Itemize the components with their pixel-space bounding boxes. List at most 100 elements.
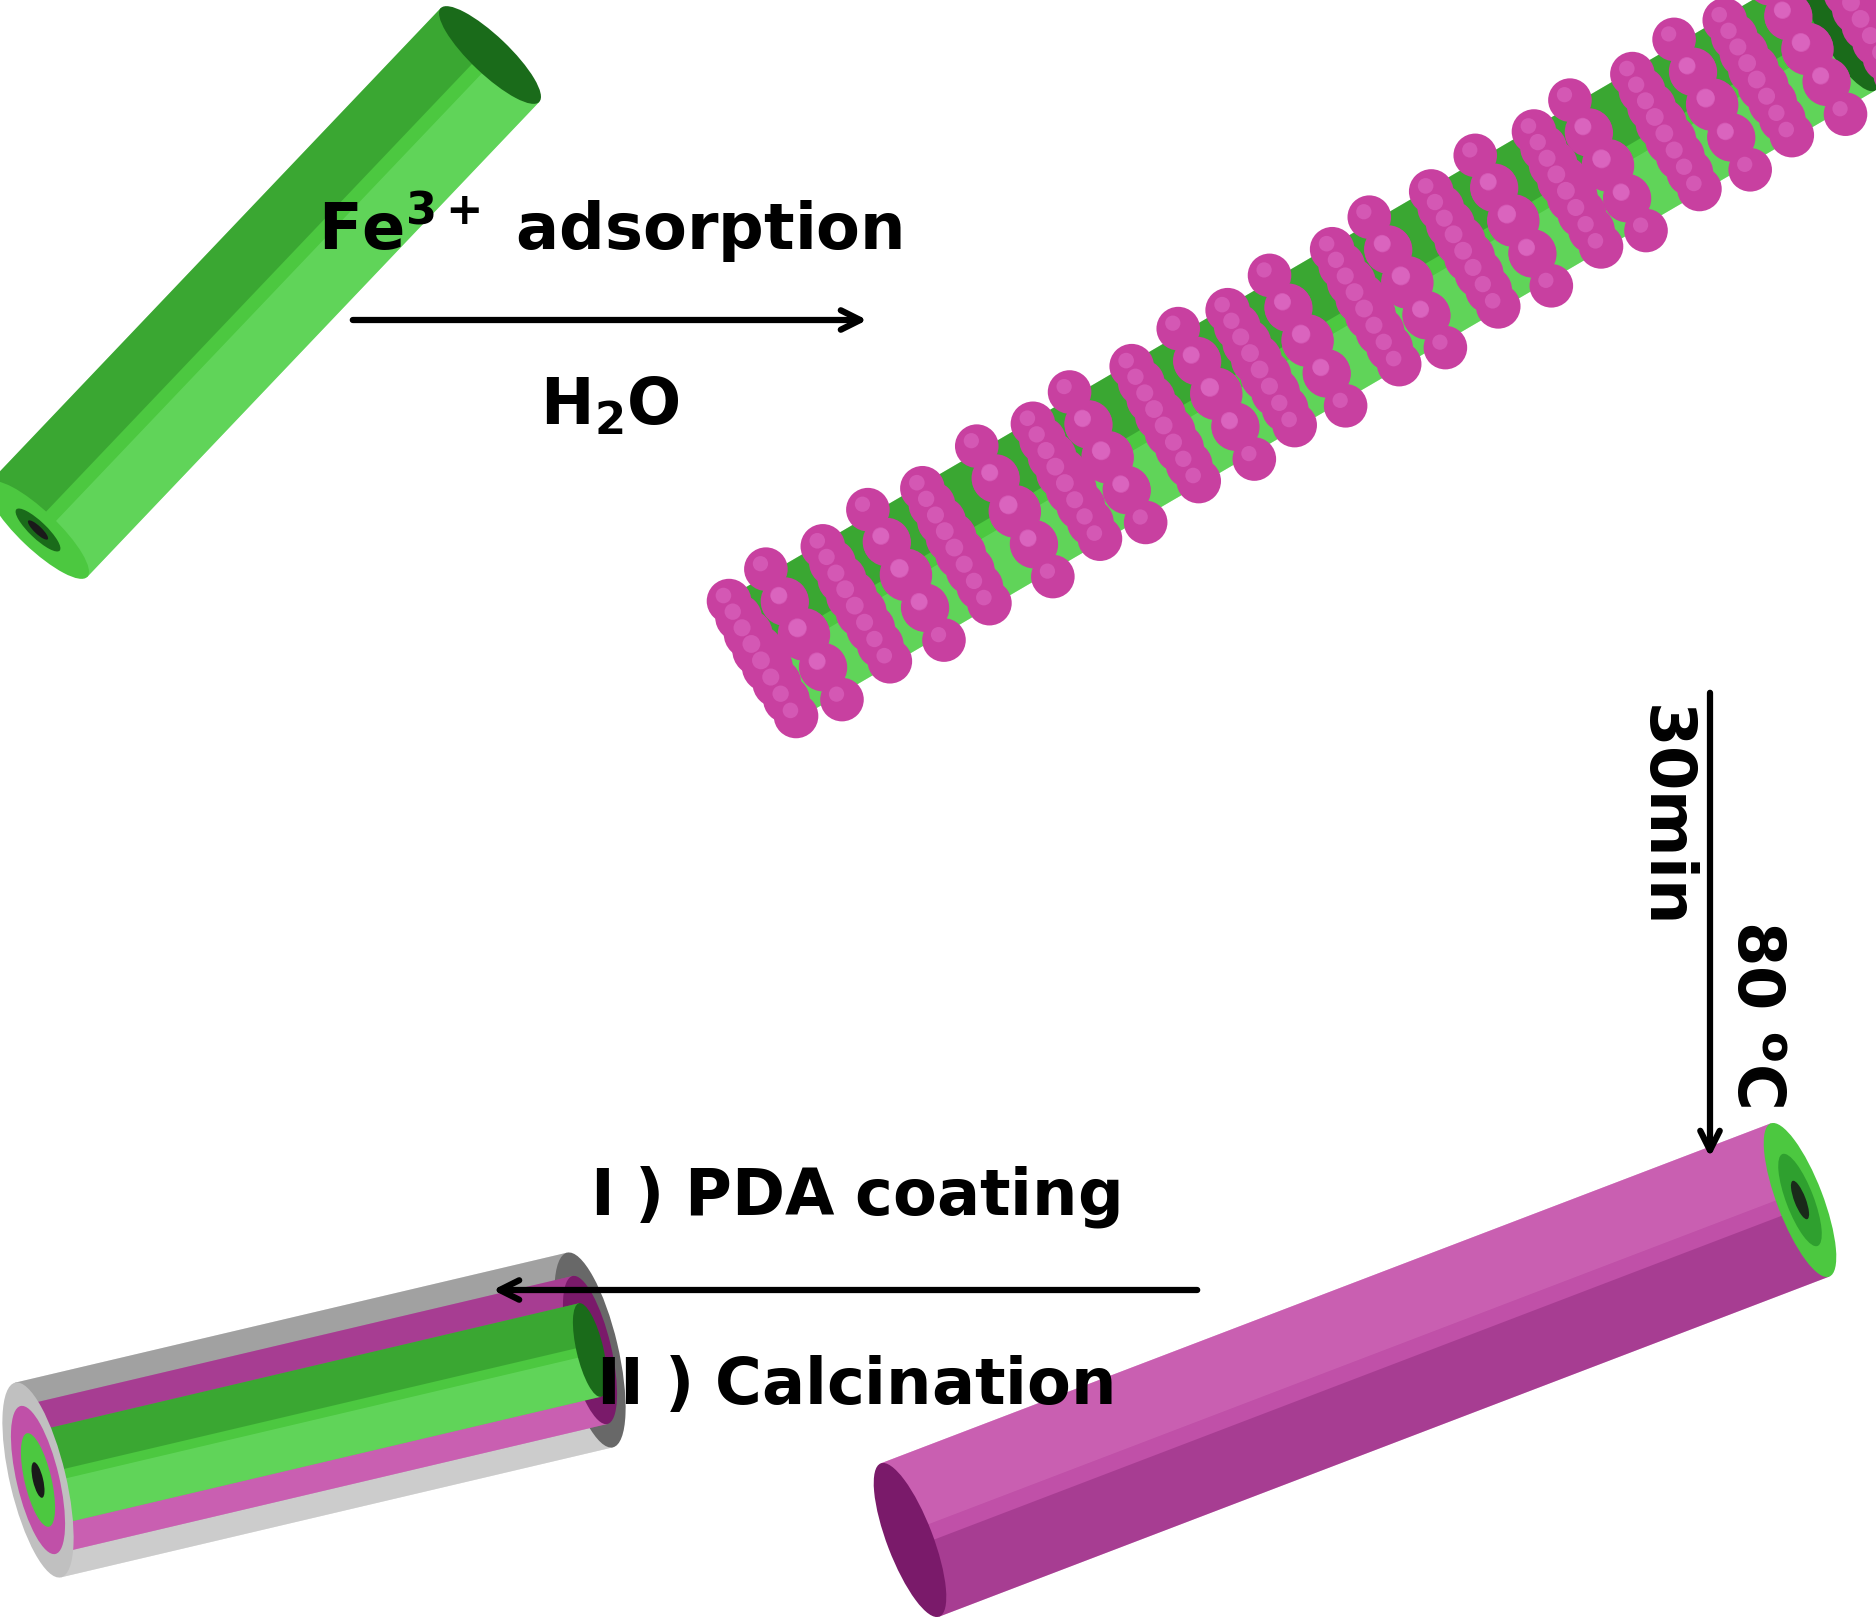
Ellipse shape xyxy=(1548,166,1565,183)
Ellipse shape xyxy=(724,604,741,620)
Ellipse shape xyxy=(1748,70,1765,88)
Polygon shape xyxy=(26,1303,589,1475)
Ellipse shape xyxy=(773,685,788,701)
Ellipse shape xyxy=(1823,93,1867,136)
Ellipse shape xyxy=(779,609,829,661)
Ellipse shape xyxy=(1497,206,1516,224)
Ellipse shape xyxy=(1056,474,1073,492)
Ellipse shape xyxy=(28,521,49,540)
Ellipse shape xyxy=(1728,148,1773,192)
Ellipse shape xyxy=(1156,424,1204,472)
Ellipse shape xyxy=(1529,140,1578,188)
Ellipse shape xyxy=(936,523,953,540)
Ellipse shape xyxy=(1201,378,1219,398)
Ellipse shape xyxy=(1336,273,1386,325)
Ellipse shape xyxy=(863,519,912,566)
Ellipse shape xyxy=(1302,349,1351,398)
Ellipse shape xyxy=(1067,498,1114,545)
Ellipse shape xyxy=(1206,287,1249,333)
Ellipse shape xyxy=(1613,185,1630,201)
Ellipse shape xyxy=(1364,226,1413,273)
Ellipse shape xyxy=(1221,412,1238,430)
Ellipse shape xyxy=(788,618,807,636)
Ellipse shape xyxy=(1769,114,1814,157)
Ellipse shape xyxy=(1578,216,1595,232)
Ellipse shape xyxy=(764,677,810,722)
Ellipse shape xyxy=(1619,60,1634,76)
Ellipse shape xyxy=(1064,401,1112,448)
Ellipse shape xyxy=(1518,239,1535,255)
Ellipse shape xyxy=(1520,125,1566,172)
Ellipse shape xyxy=(1028,432,1077,480)
Ellipse shape xyxy=(743,635,760,652)
Ellipse shape xyxy=(964,433,979,448)
Ellipse shape xyxy=(752,557,767,571)
Ellipse shape xyxy=(1730,39,1747,55)
Ellipse shape xyxy=(1717,123,1733,140)
Ellipse shape xyxy=(1677,167,1722,211)
Ellipse shape xyxy=(1707,114,1754,161)
Ellipse shape xyxy=(809,654,825,670)
Ellipse shape xyxy=(1831,0,1876,34)
Ellipse shape xyxy=(917,490,934,506)
Ellipse shape xyxy=(1655,125,1673,143)
Ellipse shape xyxy=(720,599,799,721)
Ellipse shape xyxy=(927,506,944,524)
Polygon shape xyxy=(43,60,538,576)
Ellipse shape xyxy=(1082,432,1133,484)
Ellipse shape xyxy=(1666,149,1713,196)
Ellipse shape xyxy=(976,589,992,605)
Ellipse shape xyxy=(891,560,908,578)
Ellipse shape xyxy=(1251,368,1300,417)
Ellipse shape xyxy=(1118,352,1133,368)
Ellipse shape xyxy=(741,641,794,691)
Ellipse shape xyxy=(1201,378,1219,396)
Polygon shape xyxy=(21,1276,608,1553)
Ellipse shape xyxy=(1461,143,1478,157)
Ellipse shape xyxy=(745,547,788,591)
Text: $\mathbf{Fe^{3+}}$ $\mathbf{adsorption}$: $\mathbf{Fe^{3+}}$ $\mathbf{adsorption}$ xyxy=(317,190,902,265)
Ellipse shape xyxy=(732,625,782,675)
Ellipse shape xyxy=(1792,32,1810,52)
Ellipse shape xyxy=(1626,83,1675,131)
Ellipse shape xyxy=(1508,229,1555,278)
Ellipse shape xyxy=(1066,492,1082,508)
Ellipse shape xyxy=(1272,394,1287,411)
Ellipse shape xyxy=(1707,114,1756,162)
Ellipse shape xyxy=(917,497,966,545)
Ellipse shape xyxy=(1773,2,1790,18)
Ellipse shape xyxy=(1182,346,1199,364)
Ellipse shape xyxy=(782,703,799,719)
Ellipse shape xyxy=(1281,412,1296,427)
Ellipse shape xyxy=(715,588,732,604)
Ellipse shape xyxy=(1221,412,1238,428)
Ellipse shape xyxy=(1720,23,1737,39)
Ellipse shape xyxy=(1233,328,1249,346)
Polygon shape xyxy=(880,1123,1797,1532)
Ellipse shape xyxy=(867,639,912,683)
Ellipse shape xyxy=(1309,227,1354,271)
Ellipse shape xyxy=(1045,464,1097,514)
Ellipse shape xyxy=(1812,67,1829,84)
Ellipse shape xyxy=(779,609,831,661)
Ellipse shape xyxy=(1103,466,1150,513)
Ellipse shape xyxy=(1233,437,1276,480)
Ellipse shape xyxy=(946,539,962,557)
Ellipse shape xyxy=(1471,164,1518,213)
Ellipse shape xyxy=(1036,448,1086,498)
Ellipse shape xyxy=(1778,1154,1822,1246)
Ellipse shape xyxy=(1823,0,1872,16)
Ellipse shape xyxy=(1518,240,1535,256)
Ellipse shape xyxy=(1345,282,1364,300)
Ellipse shape xyxy=(1557,190,1606,239)
Ellipse shape xyxy=(1263,385,1308,432)
Ellipse shape xyxy=(1392,266,1409,284)
Ellipse shape xyxy=(1189,367,1242,419)
Ellipse shape xyxy=(1778,122,1793,138)
Ellipse shape xyxy=(1328,252,1343,268)
Ellipse shape xyxy=(1126,375,1174,424)
Text: $\mathbf{I\ )\ PDA\ coating}$: $\mathbf{I\ )\ PDA\ coating}$ xyxy=(591,1164,1120,1230)
Ellipse shape xyxy=(1009,519,1058,568)
Ellipse shape xyxy=(1863,34,1876,81)
Ellipse shape xyxy=(818,549,835,565)
